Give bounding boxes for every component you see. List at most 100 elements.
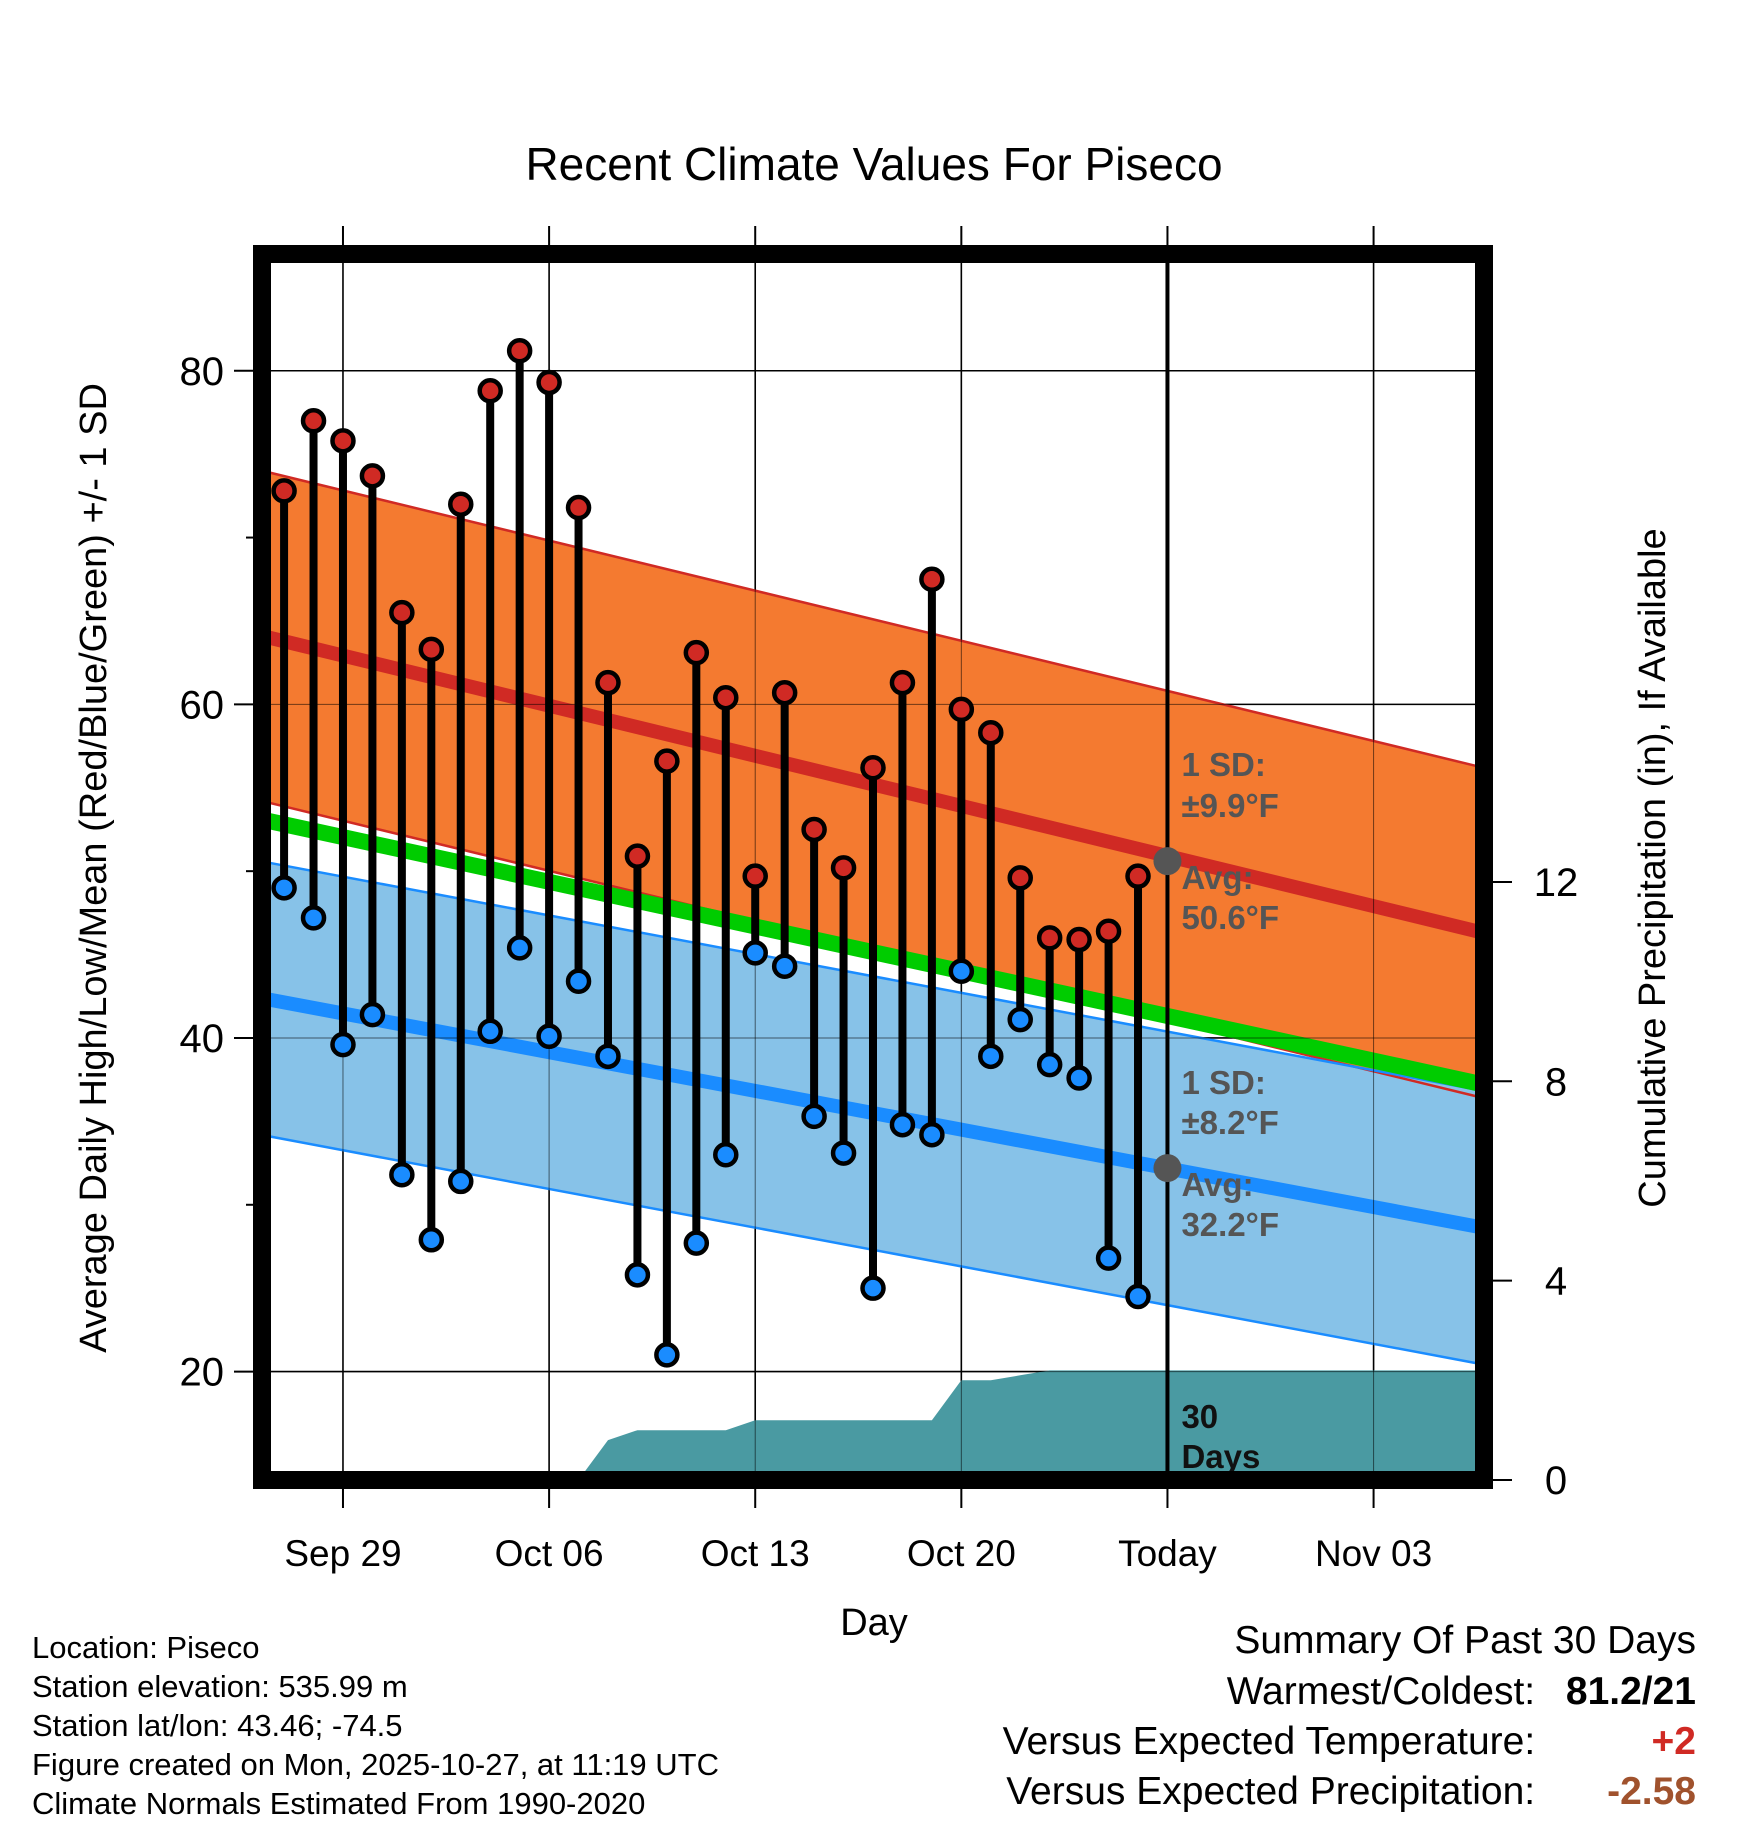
footer-normals: Climate Normals Estimated From 1990-2020 <box>32 1786 646 1821</box>
daily-low-point <box>271 875 297 901</box>
daily-high-point <box>889 669 916 696</box>
y2-tick-label: 12 <box>1534 861 1579 905</box>
daily-high-point <box>1125 863 1151 889</box>
daily-high-point <box>654 748 680 774</box>
cumulative-precip-area <box>269 1370 1477 1480</box>
x-tick-label: Oct 20 <box>907 1533 1016 1574</box>
days-label-text: Days <box>1181 1438 1260 1475</box>
x-tick-label: Oct 13 <box>701 1533 810 1574</box>
daily-high-point <box>595 669 621 696</box>
daily-high-point <box>1095 918 1122 944</box>
daily-high-point <box>919 566 945 593</box>
daily-high-point <box>624 843 651 869</box>
summary-precip-row: Versus Expected Precipitation: -2.58 <box>1003 1767 1696 1817</box>
daily-low-point <box>1007 1006 1033 1033</box>
daily-low-point <box>742 940 768 966</box>
daily-low-point <box>418 1227 445 1253</box>
daily-high-point <box>271 478 297 504</box>
axes: 20 40 60 80 0 4 8 12 Sep 29 Oct 06 Oct 13 Oct 20 Tod… <box>180 226 1579 1574</box>
daily-low-point <box>389 1162 415 1188</box>
daily-low-point <box>1066 1065 1092 1091</box>
daily-low-point <box>1095 1245 1122 1271</box>
daily-low-point <box>300 905 327 931</box>
footer-elevation: Station elevation: 535.99 m <box>32 1669 408 1704</box>
warmest-value: 81.2/21 <box>1565 1670 1696 1713</box>
x-tick-label: Oct 06 <box>495 1533 604 1574</box>
daily-high-point <box>389 599 415 626</box>
daily-low-point <box>919 1121 945 1148</box>
days-label-number: 30 <box>1181 1398 1218 1435</box>
daily-high-point <box>300 408 327 434</box>
x-tick-label: Today <box>1118 1533 1217 1574</box>
daily-low-point <box>830 1140 857 1166</box>
high-avg-point <box>1153 847 1182 876</box>
summary-title: Summary Of Past 30 Days <box>1234 1619 1696 1662</box>
daily-low-point <box>713 1141 739 1168</box>
daily-high-point <box>860 755 886 781</box>
high-sd-title: 1 SD: <box>1181 746 1265 783</box>
y2-tick-label: 0 <box>1545 1459 1567 1503</box>
y2-tick-label: 8 <box>1545 1060 1567 1104</box>
daily-high-point <box>359 463 386 489</box>
daily-high-point <box>801 816 827 843</box>
x-tick-label: Sep 29 <box>284 1533 401 1574</box>
plot-frame <box>253 245 1493 1489</box>
x-axis-label: Day <box>840 1602 908 1644</box>
summary-temp-row: Versus Expected Temperature: +2 <box>1003 1717 1696 1767</box>
daily-low-point <box>536 1023 562 1050</box>
warmest-label: Warmest/Coldest: <box>1226 1670 1536 1713</box>
daily-low-point <box>801 1103 827 1130</box>
daily-low-point <box>506 935 533 961</box>
daily-low-point <box>1036 1051 1063 1078</box>
daily-high-point <box>771 679 798 706</box>
daily-high-point <box>1036 925 1063 951</box>
high-avg-title: Avg: <box>1181 859 1253 896</box>
low-avg-title: Avg: <box>1181 1166 1253 1203</box>
daily-low-point <box>448 1168 474 1195</box>
low-sd-value: ±8.2°F <box>1181 1104 1278 1141</box>
high-band-upper-edge <box>269 471 1477 768</box>
y-tick-label: 80 <box>180 350 225 394</box>
low-avg-point <box>1153 1154 1182 1183</box>
daily-low-point <box>771 953 798 979</box>
summary-panel: Summary Of Past 30 Days Warmest/Coldest:… <box>1003 1615 1696 1817</box>
daily-high-point <box>830 855 857 881</box>
daily-high-point <box>330 428 356 454</box>
daily-high-point <box>1007 865 1033 891</box>
daily-high-point <box>1066 926 1092 953</box>
daily-low-point <box>978 1043 1004 1070</box>
daily-low-point <box>654 1342 680 1368</box>
y-tick-label: 60 <box>180 683 225 727</box>
daily-low-point <box>860 1275 886 1301</box>
daily-low-point <box>1125 1283 1151 1310</box>
y2-tick-label: 4 <box>1545 1260 1567 1304</box>
footer-latlon: Station lat/lon: 43.46; -74.5 <box>32 1708 403 1743</box>
daily-low-point <box>948 958 975 985</box>
y-tick-label: 20 <box>180 1351 225 1395</box>
chart-title: Recent Climate Values For Piseco <box>525 138 1222 190</box>
station-info: Location: Piseco Station elevation: 535.… <box>32 1628 719 1823</box>
low-avg-value: 32.2°F <box>1181 1206 1279 1243</box>
y-axis-label: Average Daily High/Low/Mean (Red/Blue/Gr… <box>73 383 115 1353</box>
precip-area <box>269 1370 1477 1480</box>
daily-high-point <box>683 639 710 666</box>
y-tick-label: 40 <box>180 1017 225 1061</box>
daily-high-point <box>948 696 975 723</box>
daily-bars <box>271 337 1151 1368</box>
temp-label: Versus Expected Temperature: <box>1002 1720 1536 1763</box>
daily-high-point <box>448 491 474 517</box>
daily-high-point <box>565 494 592 521</box>
x-tick-label: Nov 03 <box>1315 1533 1432 1574</box>
y2-axis-label: Cumulative Precipitation (in), If Availa… <box>1632 528 1674 1207</box>
precip-label: Versus Expected Precipitation: <box>1006 1770 1536 1813</box>
precip-value: -2.58 <box>1607 1770 1696 1813</box>
daily-low-point <box>624 1262 651 1288</box>
daily-low-point <box>565 968 592 995</box>
daily-low-point <box>359 1001 386 1028</box>
temp-value: +2 <box>1651 1720 1696 1763</box>
daily-high-point <box>418 636 445 663</box>
footer-location: Location: Piseco <box>32 1630 260 1665</box>
high-avg-value: 50.6°F <box>1181 899 1279 936</box>
